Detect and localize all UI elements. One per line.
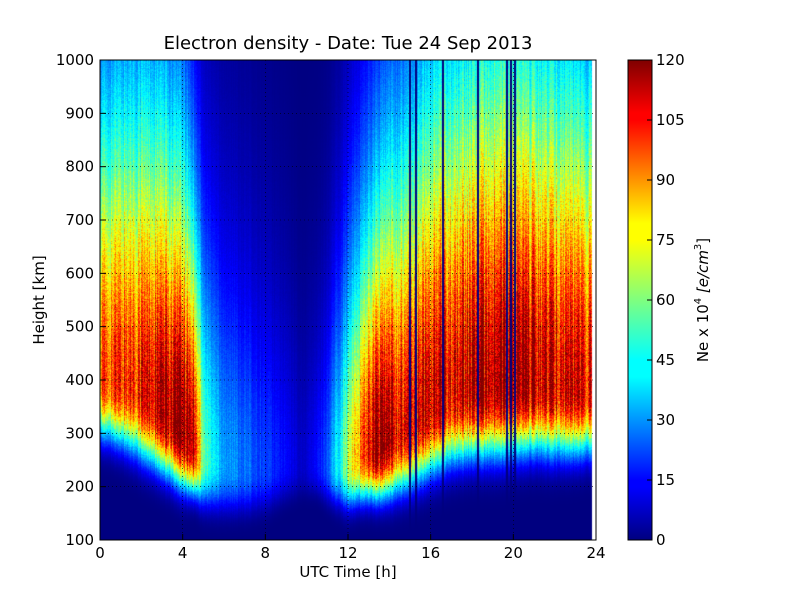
colorbar-tick-label: 120 xyxy=(656,51,685,69)
chart-title: Electron density - Date: Tue 24 Sep 2013 xyxy=(164,33,533,54)
y-tick-label: 1000 xyxy=(56,51,94,69)
colorbar-tick-label: 15 xyxy=(656,471,675,489)
gridlines xyxy=(100,60,596,540)
x-tick-label: 4 xyxy=(178,544,188,562)
y-tick-label: 900 xyxy=(65,104,94,122)
colorbar-label: Ne x 104 [e/cm3] xyxy=(693,238,712,362)
y-tick-label: 300 xyxy=(65,424,94,442)
x-tick-label: 12 xyxy=(338,544,357,562)
x-axis-ticks: 0 4 8 12 16 20 24 xyxy=(95,534,606,562)
y-tick-label: 800 xyxy=(65,158,94,176)
x-tick-label: 24 xyxy=(586,544,605,562)
colorbar-tick-label: 30 xyxy=(656,411,675,429)
colorbar-tick-label: 0 xyxy=(656,531,666,549)
x-tick-label: 16 xyxy=(421,544,440,562)
y-tick-label: 100 xyxy=(65,531,94,549)
x-tick-label: 0 xyxy=(95,544,105,562)
y-tick-label: 200 xyxy=(65,478,94,496)
y-axis-label: Height [km] xyxy=(30,255,48,344)
colorbar-tick-label: 90 xyxy=(656,171,675,189)
colorbar-tick-label: 75 xyxy=(656,231,675,249)
y-tick-label: 600 xyxy=(65,264,94,282)
y-tick-label: 500 xyxy=(65,318,94,336)
colorbar-tick-label: 60 xyxy=(656,291,675,309)
y-tick-label: 400 xyxy=(65,371,94,389)
x-axis-label: UTC Time [h] xyxy=(299,563,396,581)
colorbar-tick-label: 105 xyxy=(656,111,685,129)
y-tick-label: 700 xyxy=(65,211,94,229)
y-axis-ticks: 100 200 300 400 500 600 700 800 900 1000 xyxy=(56,51,106,549)
colorbar-ticks: 0 15 30 45 60 75 90 105 120 xyxy=(647,51,685,549)
x-tick-label: 20 xyxy=(504,544,523,562)
colorbar-tick-label: 45 xyxy=(656,351,675,369)
x-tick-label: 8 xyxy=(261,544,271,562)
